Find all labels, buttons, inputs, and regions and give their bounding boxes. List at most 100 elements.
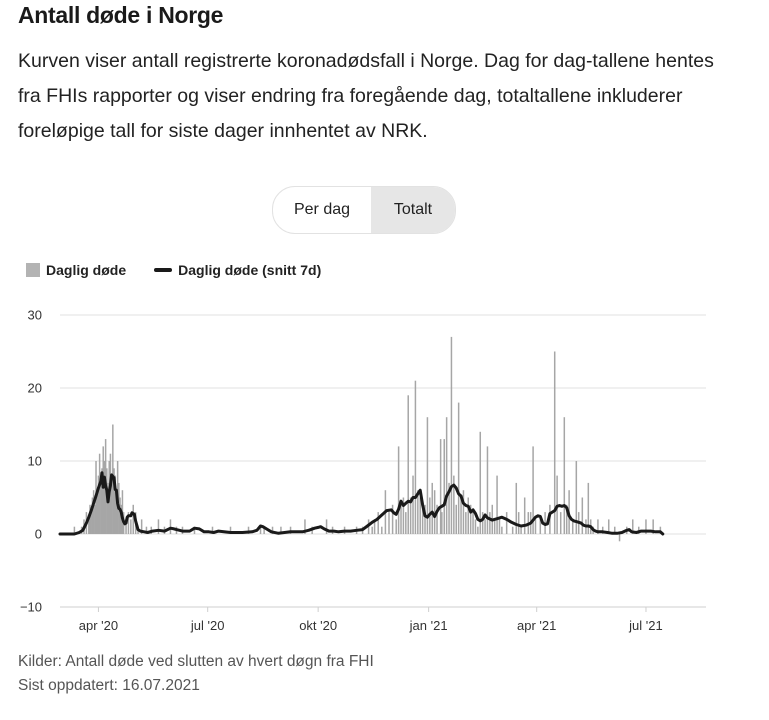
x-tick-label: jul '21 xyxy=(628,618,663,633)
daily-death-bar xyxy=(92,490,95,534)
grid-layer xyxy=(60,314,706,608)
daily-death-bar xyxy=(103,461,106,534)
daily-death-bar xyxy=(498,519,501,534)
sources-text: Kilder: Antall døde ved slutten av hvert… xyxy=(18,653,374,670)
y-tick-label: −10 xyxy=(20,600,42,615)
y-tick-label: 30 xyxy=(28,308,42,323)
daily-death-bar xyxy=(381,526,383,534)
view-toggle: Per dag Totalt xyxy=(272,186,456,234)
daily-death-bar xyxy=(229,526,232,534)
daily-death-bar xyxy=(407,395,409,534)
daily-death-bar xyxy=(479,431,482,534)
daily-death-bar xyxy=(431,482,433,534)
daily-death-bar xyxy=(102,446,104,534)
chart-legend: Daglig døde Daglig døde (snitt 7d) xyxy=(26,262,321,278)
daily-death-bar xyxy=(97,475,100,534)
x-tick-label: jul '20 xyxy=(190,618,225,633)
toggle-total-button[interactable]: Totalt xyxy=(371,187,455,233)
chart-description: Kurven viser antall registrerte koronadø… xyxy=(18,50,714,142)
daily-death-bar xyxy=(110,475,113,534)
daily-death-bar xyxy=(520,526,522,534)
daily-death-bar xyxy=(613,526,616,534)
legend-bar-swatch xyxy=(26,263,40,277)
daily-death-bar xyxy=(587,482,590,534)
daily-death-bar xyxy=(448,482,450,534)
daily-death-bar xyxy=(120,504,122,534)
daily-death-bar xyxy=(465,512,467,534)
daily-death-bar xyxy=(125,519,127,534)
daily-death-bar xyxy=(618,534,621,542)
line-layer xyxy=(58,471,665,536)
daily-death-bar xyxy=(91,497,94,534)
bar-layer xyxy=(73,336,662,542)
daily-death-bar xyxy=(409,497,412,534)
daily-death-bar xyxy=(581,497,584,534)
daily-death-bar xyxy=(114,475,116,534)
daily-death-bar xyxy=(412,475,414,534)
daily-death-bar xyxy=(373,519,376,534)
daily-death-bar xyxy=(472,512,474,534)
daily-death-bar xyxy=(132,504,134,534)
daily-death-bar xyxy=(421,504,424,534)
daily-death-bar xyxy=(534,519,537,534)
daily-death-bar xyxy=(211,526,214,534)
daily-death-bar xyxy=(391,504,394,534)
page-title: Antall døde i Norge xyxy=(18,2,224,28)
axis-layer: 30 20 10 0 −10 apr '20 jul '20 okt '20 jan '21 ap… xyxy=(20,308,663,634)
y-tick-label: 0 xyxy=(35,527,42,542)
daily-death-bar xyxy=(559,512,562,534)
daily-death-bar xyxy=(113,468,115,534)
x-tick-label: apr '21 xyxy=(517,618,556,633)
daily-death-bar xyxy=(400,504,402,534)
legend-line-swatch xyxy=(154,268,173,272)
daily-death-bar xyxy=(90,512,92,534)
daily-death-bar xyxy=(115,490,118,534)
daily-death-bar xyxy=(462,490,465,534)
daily-death-bar xyxy=(511,526,514,534)
daily-death-bar xyxy=(450,336,453,534)
daily-death-bar xyxy=(496,475,498,534)
daily-death-bar xyxy=(140,519,143,534)
daily-death-bar xyxy=(474,519,477,534)
daily-death-bar xyxy=(563,417,566,534)
daily-death-bar xyxy=(571,519,574,534)
daily-death-bar xyxy=(469,504,472,534)
daily-death-bar xyxy=(263,526,265,534)
daily-death-bar xyxy=(607,519,610,534)
daily-death-bar xyxy=(532,446,534,534)
daily-death-bar xyxy=(652,519,654,534)
daily-death-bar xyxy=(439,439,442,534)
daily-death-bar xyxy=(414,380,417,534)
daily-death-bar xyxy=(424,504,426,534)
daily-death-bar xyxy=(477,526,479,534)
daily-death-bar xyxy=(73,526,76,534)
death-chart: 30 20 10 0 −10 apr '20 jul '20 okt '20 jan '21 ap… xyxy=(20,308,706,634)
daily-death-bar xyxy=(88,519,90,534)
legend-line-label: Daglig døde (snitt 7d) xyxy=(178,262,322,278)
daily-death-bar xyxy=(371,526,373,534)
daily-death-bar xyxy=(388,512,390,534)
daily-death-bar xyxy=(127,512,130,534)
daily-death-bar xyxy=(417,490,419,534)
daily-death-bar xyxy=(419,497,421,534)
daily-death-bar xyxy=(455,504,457,534)
daily-death-bar xyxy=(405,512,407,534)
daily-death-bar xyxy=(193,526,196,534)
daily-death-bar xyxy=(157,519,160,534)
daily-death-bar xyxy=(426,417,429,534)
daily-death-bar xyxy=(397,446,400,534)
daily-death-bar xyxy=(484,519,486,534)
daily-death-bar xyxy=(489,512,491,534)
updated-text: Sist oppdatert: 16.07.2021 xyxy=(18,677,200,694)
daily-death-bar xyxy=(395,519,397,534)
daily-death-bar xyxy=(304,519,306,534)
toggle-per-day-button[interactable]: Per dag xyxy=(293,201,351,218)
daily-death-bar xyxy=(632,519,634,534)
daily-death-bar xyxy=(486,446,489,534)
rolling-average-line xyxy=(58,471,665,536)
x-tick-label: jan '21 xyxy=(409,618,448,633)
daily-death-bar xyxy=(441,512,443,534)
daily-death-bar xyxy=(96,490,98,534)
daily-death-bar xyxy=(169,519,172,534)
chart-sources: Kilder: Antall døde ved slutten av hvert… xyxy=(18,650,374,698)
